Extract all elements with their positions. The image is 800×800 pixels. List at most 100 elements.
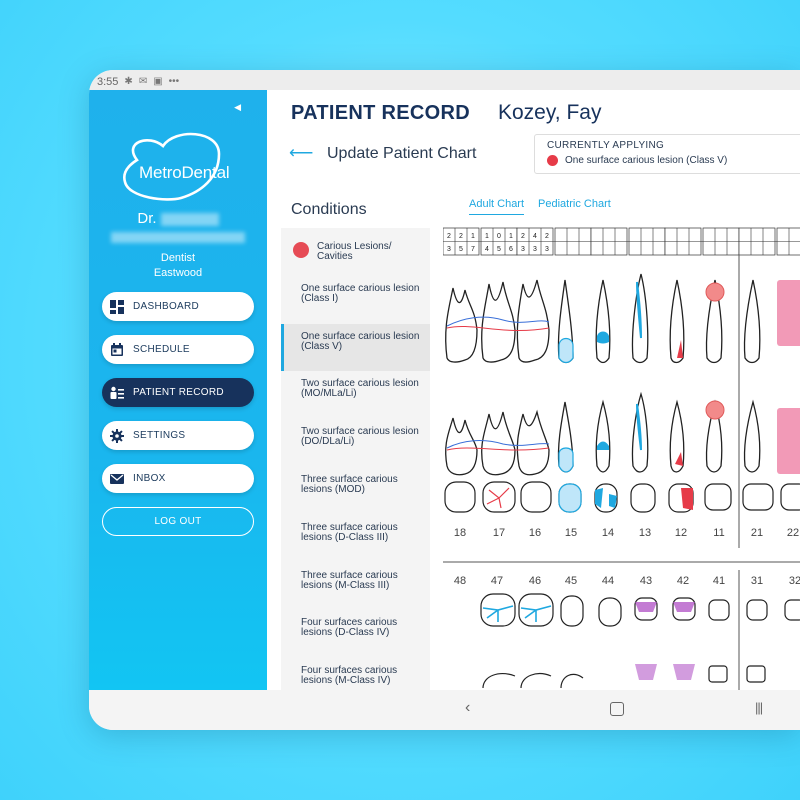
doctor-role: Dentist Eastwood: [89, 251, 267, 281]
nav-back-icon[interactable]: ‹: [465, 699, 471, 716]
patient-record-icon: [110, 386, 124, 399]
nav-inbox-label: INBOX: [133, 473, 166, 484]
condition-label: Carious Lesions/ Cavities: [317, 241, 392, 262]
nav-schedule-label: SCHEDULE: [133, 344, 190, 355]
tooth-number: 18: [454, 527, 466, 539]
tooth-number: 41: [713, 575, 725, 587]
nav-settings-label: SETTINGS: [133, 430, 186, 441]
condition-item[interactable]: Three surface carious lesions (D-Class I…: [281, 515, 430, 563]
tooth-number: 31: [751, 575, 763, 587]
conditions-list: Carious Lesions/ Cavities One surface ca…: [281, 228, 430, 690]
grid-value: 3: [521, 246, 525, 253]
doctor-name-redacted: [160, 212, 219, 226]
currently-applying-title: CURRENTLY APPLYING: [547, 140, 665, 151]
page-subtitle: Update Patient Chart: [327, 145, 477, 162]
grid-value: 6: [509, 246, 513, 253]
grid-value: 2: [521, 233, 525, 240]
collapse-sidebar-icon[interactable]: ◀: [234, 102, 241, 112]
condition-item[interactable]: Three surface carious lesions (M-Class I…: [281, 563, 430, 611]
condition-item[interactable]: Four surfaces carious lesions (M-Class I…: [281, 658, 430, 690]
lesion-dot-icon: [547, 155, 558, 166]
upper-lesion-marks: [446, 281, 725, 364]
nav-home-icon[interactable]: [610, 702, 624, 716]
location-text: Eastwood: [153, 267, 203, 279]
grid-value: 3: [447, 246, 451, 253]
nav-settings[interactable]: SETTINGS: [102, 421, 254, 450]
tooth-number: 17: [493, 527, 505, 539]
status-notification-icon: ✱: [124, 76, 133, 87]
nav-recents-icon[interactable]: |||: [755, 700, 763, 715]
condition-label: Two surface carious lesion (DO/DLa/Li): [301, 426, 419, 448]
grid-value: 1: [485, 233, 489, 240]
condition-label: One surface carious lesion (Class I): [301, 282, 420, 304]
upper-teeth-lingual: [445, 391, 761, 476]
grid-value: 1: [471, 233, 475, 240]
upper-lingual-lesion-marks: [446, 400, 725, 473]
chart-grid: 2 2 1 1 0 1 2 4 2 3 5 7 4 5 6 3 3: [443, 227, 800, 256]
role-text: Dentist: [160, 252, 196, 264]
nav-patient-record-label: PATIENT RECORD: [133, 387, 224, 398]
grid-value: 5: [497, 246, 501, 253]
logo-text: MetroDental: [139, 163, 230, 182]
nav-inbox[interactable]: INBOX: [102, 464, 254, 493]
tooth-number: 46: [529, 575, 541, 587]
nav-dashboard[interactable]: DASHBOARD: [102, 292, 254, 321]
condition-item[interactable]: Three surface carious lesions (MOD): [281, 467, 430, 515]
grid-value: 2: [447, 233, 451, 240]
nav-schedule[interactable]: SCHEDULE: [102, 335, 254, 364]
chart-tabs: Adult Chart Pediatric Chart: [469, 198, 611, 215]
tooth-number: 16: [529, 527, 541, 539]
back-arrow-icon[interactable]: ⟵: [289, 143, 314, 162]
condition-item-selected[interactable]: One surface carious lesion (Class V): [281, 323, 430, 372]
mail-icon: [110, 473, 124, 484]
logout-button[interactable]: LOG OUT: [102, 507, 254, 536]
grid-value: 0: [497, 233, 501, 240]
grid-value: 4: [533, 233, 537, 240]
page-title: PATIENT RECORD: [291, 102, 471, 124]
grid-value: 5: [459, 246, 463, 253]
tab-pediatric-chart[interactable]: Pediatric Chart: [538, 198, 611, 210]
condition-label: One surface carious lesion (Class V): [301, 330, 420, 352]
upper-tooth-numbers: 18 17 16 15 14 13 12 11 21 22: [454, 527, 799, 539]
lower-tooth-numbers: 48 47 46 45 44 43 42 41 31 32: [454, 575, 800, 587]
status-more-icon: •••: [168, 76, 180, 87]
condition-item[interactable]: Two surface carious lesion (MO/MLa/Li): [281, 371, 430, 419]
tooth-number: 48: [454, 575, 466, 587]
highlight-tooth-21-lower: [777, 408, 800, 474]
grid-value: 2: [459, 233, 463, 240]
tooth-number: 44: [602, 575, 614, 587]
grid-value: 7: [471, 246, 475, 253]
condition-item[interactable]: One surface carious lesion (Class I): [281, 276, 430, 324]
tablet-device: 3:55 ✱ ✉ ▣ ••• ◀ MetroDental Dr. Dentist…: [89, 70, 800, 730]
tab-adult-chart[interactable]: Adult Chart: [469, 198, 525, 215]
carious-lesion-dot-icon: [293, 242, 309, 258]
tooth-number: 13: [639, 527, 651, 539]
condition-label: Three surface carious lesions (D-Class I…: [301, 521, 398, 543]
currently-applying-label: One surface carious lesion (Class V): [565, 155, 728, 166]
tooth-number: 14: [602, 527, 614, 539]
android-navbar: ‹ |||: [89, 690, 800, 730]
condition-label: Two surface carious lesion (MO/MLa/Li): [301, 378, 419, 400]
condition-category-carious-lesions[interactable]: Carious Lesions/ Cavities: [281, 228, 430, 276]
dashboard-icon: [110, 299, 124, 314]
condition-item[interactable]: Four surfaces carious lesions (D-Class I…: [281, 610, 430, 658]
nav-patient-record[interactable]: PATIENT RECORD: [102, 378, 254, 407]
condition-item[interactable]: Two surface carious lesion (DO/DLa/Li): [281, 419, 430, 467]
tooth-number: 12: [675, 527, 687, 539]
calendar-icon: [111, 342, 123, 356]
upper-teeth-buccal: [445, 273, 761, 364]
currently-applying-panel: CURRENTLY APPLYING One surface carious l…: [534, 134, 800, 174]
tooth-number: 45: [565, 575, 577, 587]
status-bar: 3:55 ✱ ✉ ▣ •••: [89, 70, 800, 90]
condition-label: Four surfaces carious lesions (M-Class I…: [301, 665, 398, 687]
tooth-number: 15: [565, 527, 577, 539]
status-time: 3:55: [97, 75, 119, 88]
status-mail-icon: ✉: [138, 76, 148, 87]
tooth-number: 11: [713, 527, 724, 539]
doctor-fullname-redacted: [111, 232, 245, 243]
nav-dashboard-label: DASHBOARD: [133, 301, 200, 312]
grid-value: 3: [533, 246, 537, 253]
dental-chart[interactable]: 2 2 1 1 0 1 2 4 2 3 5 7 4 5 6 3 3: [443, 218, 800, 690]
status-image-icon: ▣: [153, 76, 163, 87]
doctor-prefix: Dr.: [137, 210, 157, 227]
